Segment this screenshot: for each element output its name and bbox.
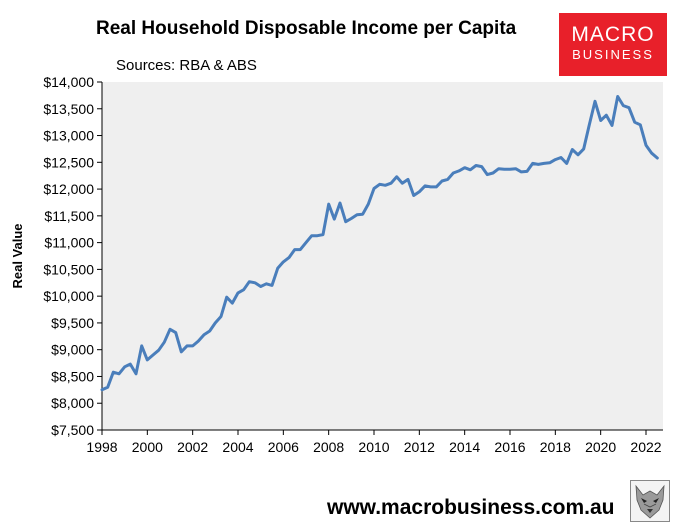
x-tick-label: 2020 (585, 439, 616, 455)
y-tick-label: $8,000 (51, 395, 94, 411)
x-tick-label: 2016 (494, 439, 525, 455)
x-tick-label: 2018 (540, 439, 571, 455)
series-group (100, 95, 659, 392)
plot-area (102, 82, 663, 430)
x-tick-label: 2004 (222, 439, 253, 455)
y-tick-label: $10,000 (43, 288, 94, 304)
x-tick-label: 2008 (313, 439, 344, 455)
x-tick-label: 2002 (177, 439, 208, 455)
y-tick-label: $13,000 (43, 128, 94, 144)
y-tick-label: $9,500 (51, 315, 94, 331)
logo-line-1: MACRO (571, 23, 655, 46)
y-tick-label: $9,000 (51, 342, 94, 358)
y-tick-label: $13,500 (43, 101, 94, 117)
wolf-logo-icon (630, 480, 670, 522)
y-tick-label: $10,500 (43, 261, 94, 277)
x-tick-label: 2012 (404, 439, 435, 455)
y-tick-label: $7,500 (51, 422, 94, 438)
macro-business-logo: MACRO BUSINESS (559, 13, 667, 76)
x-tick-label: 2006 (268, 439, 299, 455)
y-tick-label: $11,000 (44, 235, 94, 251)
chart-subtitle: Sources: RBA & ABS (116, 57, 257, 74)
series-line (100, 95, 659, 392)
y-tick-label: $14,000 (43, 74, 94, 90)
x-tick-label: 1998 (86, 439, 117, 455)
y-axis: $7,500 $8,000 $8,500 $9,000 $9,500 $10,000 $10… (43, 74, 103, 438)
y-tick-label: $11,500 (44, 208, 94, 224)
y-tick-label: $12,000 (43, 181, 94, 197)
y-axis-title: Real Value (10, 223, 25, 288)
x-tick-label: 2022 (630, 439, 661, 455)
x-tick-label: 2010 (358, 439, 389, 455)
y-tick-label: $8,500 (51, 368, 94, 384)
y-tick-label: $12,500 (43, 154, 94, 170)
chart-title: Real Household Disposable Income per Cap… (96, 18, 517, 39)
x-tick-label: 2000 (132, 439, 163, 455)
x-tick-label: 2014 (449, 439, 480, 455)
logo-line-2: BUSINESS (572, 47, 654, 62)
footer-url: www.macrobusiness.com.au (327, 496, 615, 519)
x-axis: 1998 2000 2002 2004 2006 2008 2010 2012 2014 2016… (86, 429, 663, 455)
